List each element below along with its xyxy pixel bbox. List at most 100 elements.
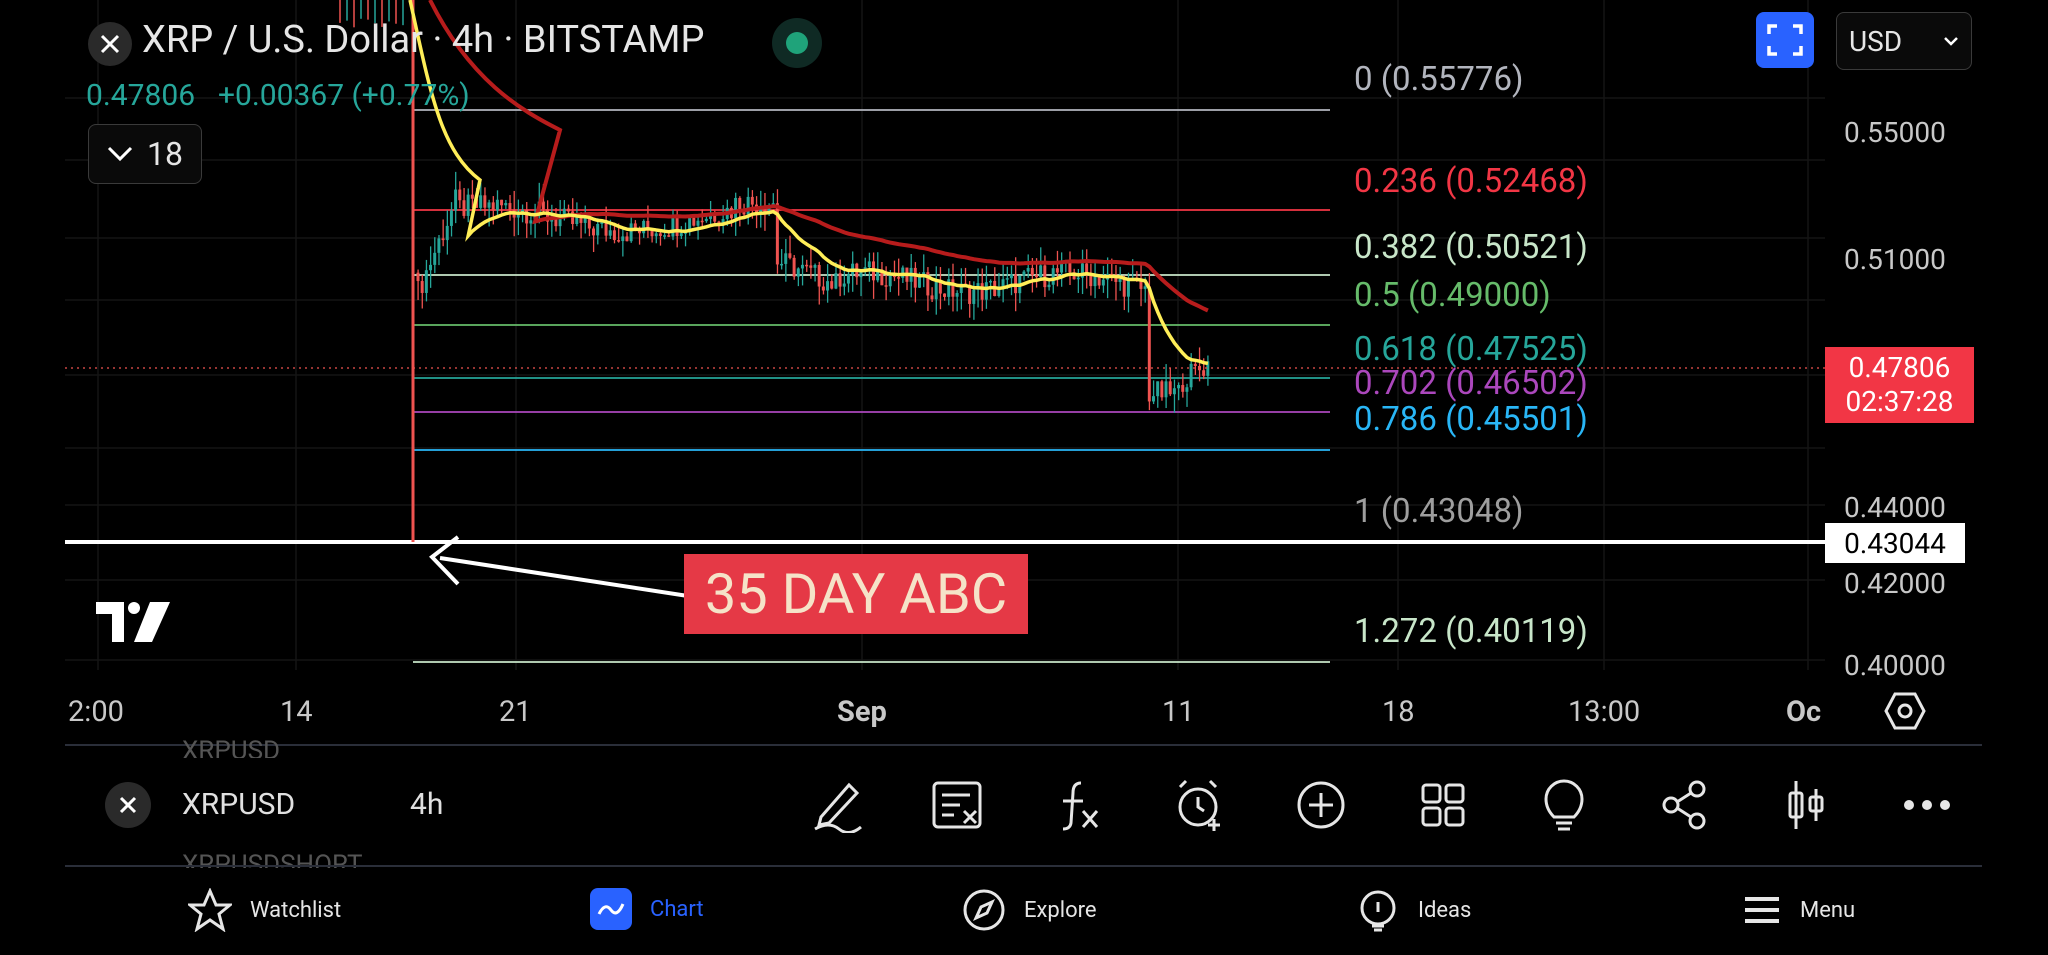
candle-body bbox=[1151, 396, 1155, 402]
candle-body bbox=[1093, 275, 1097, 287]
candle-body bbox=[487, 202, 491, 208]
candle-body bbox=[805, 264, 809, 267]
remove-drawings-button[interactable] bbox=[923, 770, 993, 840]
fullscreen-button[interactable] bbox=[1756, 12, 1814, 68]
current-interval[interactable]: 4h bbox=[410, 787, 444, 822]
candle-body bbox=[1085, 263, 1089, 274]
annotation-label: 35 DAY ABC bbox=[684, 554, 1028, 634]
close-icon bbox=[100, 34, 120, 54]
candle-body bbox=[700, 220, 704, 223]
chart-type-icon bbox=[1788, 781, 1824, 829]
candle-body bbox=[1164, 381, 1168, 398]
chevron-down-icon bbox=[1944, 37, 1958, 46]
last-price: 0.47806 bbox=[86, 78, 196, 113]
price-tick: 0.42000 bbox=[1844, 567, 1946, 600]
candle-body bbox=[1160, 381, 1164, 398]
candle-body bbox=[721, 219, 725, 225]
candle-body bbox=[947, 279, 951, 297]
candle-body bbox=[483, 195, 487, 208]
toolbar-divider bbox=[65, 744, 1982, 746]
chart-type-button[interactable] bbox=[1771, 770, 1841, 840]
tradingview-logo bbox=[94, 600, 174, 648]
symbol-close-button[interactable] bbox=[105, 782, 151, 828]
close-symbol-button[interactable] bbox=[88, 22, 132, 66]
candle-body bbox=[1076, 277, 1080, 280]
nav-ideas[interactable]: Ideas bbox=[1356, 888, 1471, 932]
candle-body bbox=[1101, 279, 1105, 286]
candle-body bbox=[775, 203, 779, 265]
symbol-list-prev: XRPUSD 1h bbox=[182, 736, 280, 758]
indicators-button[interactable] bbox=[1044, 770, 1114, 840]
candle-body bbox=[1009, 274, 1013, 279]
fib-label-0236: 0.236 (0.52468) bbox=[1354, 162, 1588, 201]
nav-explore[interactable]: Explore bbox=[962, 888, 1097, 932]
candle-body bbox=[1189, 363, 1193, 388]
symbol-list-next: XRPUSDSHORT 8h bbox=[182, 850, 362, 868]
next-symbol: XRPUSDSHORT bbox=[182, 850, 363, 868]
candle-body bbox=[876, 269, 880, 281]
candle-body bbox=[508, 203, 512, 210]
candle-body bbox=[633, 223, 637, 230]
candle-body bbox=[709, 214, 713, 219]
fib-label-0618: 0.618 (0.47525) bbox=[1354, 330, 1588, 369]
ema-fast-line bbox=[408, 0, 1209, 366]
candle-body bbox=[997, 288, 1001, 297]
candle-body bbox=[600, 222, 604, 224]
indicators-toggle[interactable]: 18 bbox=[88, 124, 202, 184]
candle-body bbox=[416, 272, 420, 282]
bottom-nav-divider bbox=[65, 865, 1982, 867]
candle-body bbox=[541, 201, 545, 210]
candle-body bbox=[1143, 286, 1147, 289]
candle-body bbox=[566, 208, 570, 212]
candle-body bbox=[713, 214, 717, 222]
fib-label-0702: 0.702 (0.46502) bbox=[1354, 364, 1588, 403]
candle-body bbox=[913, 267, 917, 288]
share-button[interactable] bbox=[1650, 770, 1720, 840]
candle-body bbox=[959, 283, 963, 294]
time-tick: 11 bbox=[1162, 695, 1195, 729]
add-alert-button[interactable] bbox=[1165, 770, 1235, 840]
candle-body bbox=[671, 216, 675, 237]
candle-body bbox=[625, 236, 629, 242]
nav-watchlist[interactable]: Watchlist bbox=[188, 888, 341, 932]
candle-body bbox=[968, 284, 972, 304]
candle-body bbox=[838, 273, 842, 287]
chart-settings-button[interactable] bbox=[1884, 690, 1926, 736]
level-price-label: 0.43044 bbox=[1825, 523, 1965, 563]
candle-body bbox=[441, 238, 445, 241]
layouts-button[interactable] bbox=[1408, 770, 1478, 840]
price-chart[interactable] bbox=[0, 0, 2048, 745]
candle-body bbox=[667, 235, 671, 237]
indicator-count: 18 bbox=[147, 135, 183, 173]
currency-select[interactable]: USD bbox=[1836, 12, 1972, 70]
draw-button[interactable] bbox=[802, 770, 872, 840]
candle-body bbox=[617, 240, 621, 242]
candle-body bbox=[688, 217, 692, 233]
price-tick: 0.55000 bbox=[1844, 116, 1946, 149]
candle-body bbox=[663, 235, 667, 237]
candle-body bbox=[1060, 262, 1064, 273]
more-button[interactable] bbox=[1892, 770, 1962, 840]
price-change: +0.00367 (+0.77%) bbox=[218, 78, 470, 113]
nav-chart[interactable]: Chart bbox=[590, 888, 704, 930]
candle-body bbox=[780, 263, 784, 266]
ema-slow-line bbox=[428, 0, 1209, 313]
candle-body bbox=[424, 270, 428, 293]
candle-body bbox=[834, 273, 838, 289]
candle-body bbox=[1185, 387, 1189, 392]
ideas-toolbar-button[interactable] bbox=[1529, 770, 1599, 840]
add-button[interactable] bbox=[1286, 770, 1356, 840]
candle-body bbox=[792, 257, 796, 277]
time-tick: 18 bbox=[1382, 695, 1415, 729]
candle-body bbox=[621, 236, 625, 242]
candle-body bbox=[458, 189, 462, 201]
candle-body bbox=[800, 264, 804, 269]
chart-toolbar bbox=[802, 770, 1962, 840]
candle-body bbox=[466, 194, 470, 216]
candle-body bbox=[433, 252, 437, 265]
current-symbol[interactable]: XRPUSD bbox=[182, 787, 296, 822]
candle-body bbox=[692, 217, 696, 226]
nav-menu[interactable]: Menu bbox=[1742, 888, 1855, 932]
candle-body bbox=[989, 280, 992, 283]
